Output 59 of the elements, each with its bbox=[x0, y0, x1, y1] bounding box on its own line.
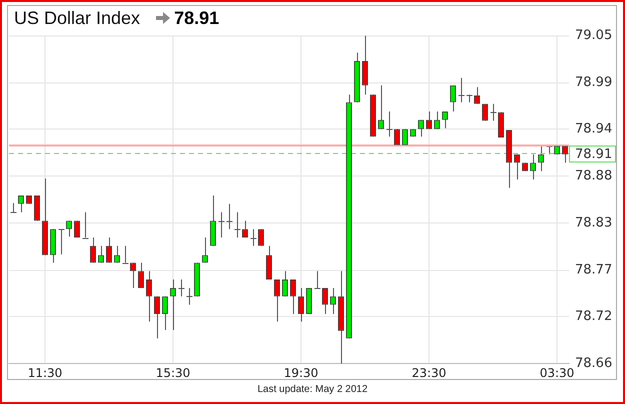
candlestick bbox=[226, 203, 233, 230]
candlestick bbox=[114, 245, 120, 264]
x-tick-label: 11:30 bbox=[28, 366, 62, 380]
candlestick bbox=[154, 296, 160, 339]
candlestick bbox=[58, 228, 65, 255]
candlestick bbox=[82, 212, 89, 239]
y-tick-label: 78.83 bbox=[575, 216, 612, 231]
y-tick-label: 78.88 bbox=[575, 168, 612, 184]
candlestick bbox=[234, 212, 241, 238]
candlestick bbox=[98, 245, 104, 264]
y-tick-label: 78.72 bbox=[575, 308, 612, 324]
candlestick bbox=[162, 296, 168, 330]
candlestick bbox=[274, 279, 280, 322]
candlestick bbox=[514, 154, 520, 180]
candlestick bbox=[138, 262, 144, 288]
candlestick bbox=[530, 154, 536, 180]
candlestick bbox=[266, 245, 272, 280]
candlestick bbox=[562, 145, 568, 164]
x-tick-label: 19:30 bbox=[284, 366, 318, 380]
candlestick bbox=[386, 110, 393, 138]
chart-subtitle: 78.91 bbox=[174, 8, 220, 28]
candlestick bbox=[90, 237, 96, 264]
y-tick-label: 79.05 bbox=[575, 28, 612, 44]
candlestick bbox=[202, 237, 208, 264]
candlestick bbox=[298, 287, 304, 322]
candlestick bbox=[490, 103, 497, 122]
y-tick-label: 78.77 bbox=[575, 262, 612, 278]
x-tick-label: 23:30 bbox=[412, 366, 446, 380]
candlestick bbox=[314, 270, 321, 289]
candlestick bbox=[290, 279, 296, 315]
ref-line-label: 78.91 bbox=[575, 146, 612, 162]
text: Last update: May 2 2012 bbox=[256, 384, 369, 395]
candlestick bbox=[170, 279, 176, 330]
candlestick bbox=[122, 245, 129, 264]
x-tick-label: 03:30 bbox=[540, 366, 574, 380]
candlestick bbox=[362, 35, 368, 96]
x-tick-label: 15:30 bbox=[156, 366, 190, 380]
y-tick-label: 78.66 bbox=[575, 356, 612, 371]
y-tick-label: 78.94 bbox=[575, 121, 612, 136]
candlestick bbox=[250, 228, 257, 246]
candlestick bbox=[178, 279, 185, 297]
candlestick bbox=[106, 237, 112, 264]
candlestick bbox=[458, 77, 465, 103]
candlestick bbox=[450, 84, 456, 112]
candlestick bbox=[10, 202, 17, 213]
candlestick bbox=[218, 212, 225, 238]
candlestick bbox=[186, 287, 193, 306]
candlestick bbox=[330, 287, 336, 315]
candlestick bbox=[426, 110, 432, 130]
candlestick bbox=[66, 220, 72, 238]
candlestick bbox=[210, 195, 216, 246]
chart-title: US Dollar Index bbox=[14, 8, 140, 28]
candlestick bbox=[378, 84, 384, 130]
candlestick bbox=[538, 145, 544, 172]
candlestick bbox=[282, 270, 288, 297]
candlestick bbox=[434, 110, 440, 130]
y-tick-label: 78.99 bbox=[575, 75, 612, 90]
candlestick bbox=[146, 270, 152, 322]
candlestick bbox=[418, 119, 424, 138]
